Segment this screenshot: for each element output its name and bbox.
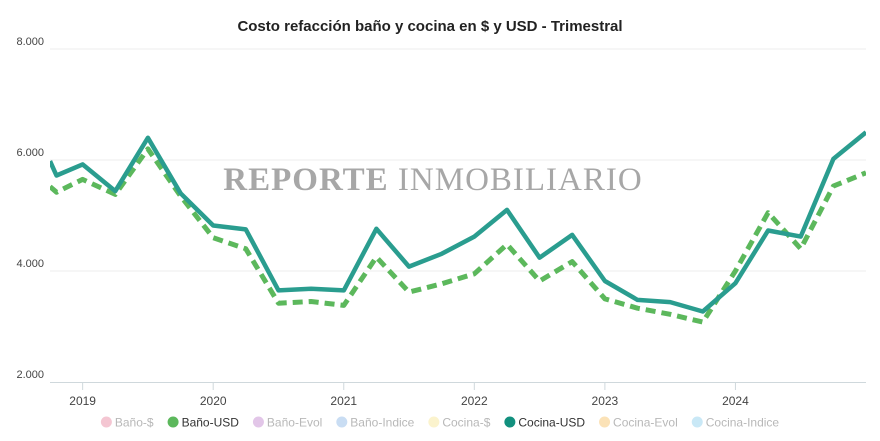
legend-swatch — [428, 416, 440, 428]
legend-label: Cocina-Indice — [706, 416, 780, 430]
series-lines — [50, 130, 866, 325]
legend-swatch — [599, 416, 611, 428]
y-tick-label: 4.000 — [16, 258, 44, 270]
legend-swatch — [100, 416, 112, 428]
legend-swatch — [504, 416, 516, 428]
chart-title: Costo refacción baño y cocina en $ y USD… — [237, 18, 622, 35]
legend-label: Cocina-USD — [518, 416, 585, 430]
legend-item-ba-o-usd[interactable]: Baño-USD — [167, 416, 240, 430]
legend-label: Baño-Indice — [350, 416, 414, 430]
legend-swatch — [167, 416, 179, 428]
y-tick-label: 6.000 — [16, 147, 44, 159]
y-tick-label: 2.000 — [16, 369, 44, 381]
y-tick-label: 8.000 — [16, 36, 44, 48]
legend-item-cocina-usd[interactable]: Cocina-USD — [504, 416, 585, 430]
watermark-part-1: REPORTE — [223, 162, 388, 198]
legend-item-cocina-indice[interactable]: Cocina-Indice — [691, 416, 780, 430]
x-tick-label: 2023 — [592, 394, 619, 408]
x-tick-label: 2019 — [69, 394, 96, 408]
legend-item-cocina-[interactable]: Cocina-$ — [428, 416, 491, 430]
legend-label: Baño-USD — [182, 416, 240, 430]
legend-label: Baño-$ — [115, 416, 154, 430]
series-line-cocina-usd[interactable] — [50, 130, 866, 314]
watermark-text: REPORTE INMOBILIARIO — [223, 162, 642, 198]
legend-swatch — [252, 416, 264, 428]
legend-item-cocina-evol[interactable]: Cocina-Evol — [599, 416, 678, 430]
x-tick-label: 2020 — [200, 394, 227, 408]
legend-item-ba-o-evol[interactable]: Baño-Evol — [252, 416, 322, 430]
x-tick-label: 2022 — [461, 394, 488, 408]
x-tick-label: 2021 — [330, 394, 357, 408]
series-line-ba-o-usd[interactable] — [50, 146, 866, 325]
legend-swatch — [336, 416, 348, 428]
watermark-part-2: INMOBILIARIO — [389, 162, 643, 198]
x-tick-label: 2024 — [722, 394, 749, 408]
y-axis-ticks: 2.000 4.000 6.000 8.000 — [16, 36, 44, 381]
gridlines — [50, 48, 866, 272]
legend-label: Cocina-Evol — [613, 416, 678, 430]
legend: Baño-$ Baño-USD Baño-Evol Baño-Indice Cocina… — [100, 416, 780, 430]
legend-swatch — [691, 416, 703, 428]
x-axis: 2019 2020 2021 2022 2023 2024 — [50, 382, 866, 408]
legend-label: Cocina-$ — [442, 416, 490, 430]
legend-item-ba-o-indice[interactable]: Baño-Indice — [336, 416, 415, 430]
legend-label: Baño-Evol — [267, 416, 322, 430]
legend-item-ba-o-[interactable]: Baño-$ — [100, 416, 154, 430]
